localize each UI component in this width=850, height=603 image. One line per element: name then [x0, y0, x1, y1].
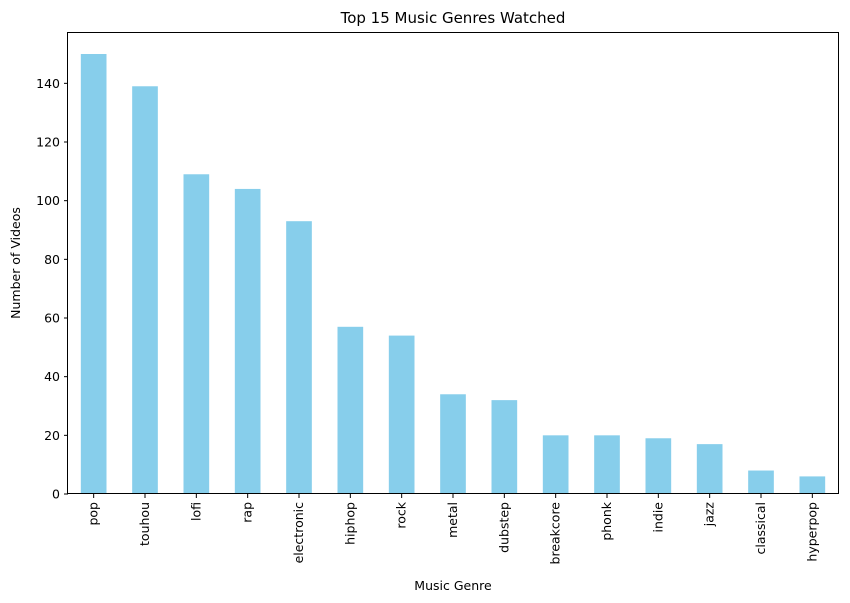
- x-tick-label: touhou: [137, 502, 152, 546]
- bar-pop: [80, 54, 107, 494]
- bar-rap: [234, 188, 261, 494]
- x-tick-label: rap: [240, 502, 255, 523]
- bar-jazz: [696, 444, 723, 494]
- x-tick-label: dubstep: [496, 502, 511, 553]
- x-tick-label: jazz: [702, 502, 717, 528]
- y-tick-label: 140: [36, 76, 60, 91]
- x-tick-label: lofi: [188, 502, 203, 521]
- x-tick-label: rock: [394, 501, 409, 528]
- chart-title: Top 15 Music Genres Watched: [340, 9, 566, 27]
- y-axis-label: Number of Videos: [8, 207, 23, 319]
- x-tick-label: indie: [650, 502, 665, 533]
- bar-dubstep: [491, 400, 518, 494]
- x-tick-label: hyperpop: [804, 502, 819, 562]
- y-axis: 0 20 40 60 80 100 120 140: [36, 76, 68, 502]
- bar-rock: [388, 335, 415, 494]
- bar-lofi: [183, 174, 210, 494]
- y-tick-label: 120: [36, 135, 60, 150]
- bar-breakcore: [542, 435, 569, 494]
- bar-electronic: [286, 221, 312, 494]
- x-tick-label: pop: [86, 502, 101, 526]
- y-tick-label: 100: [36, 193, 60, 208]
- bar-hiphop: [337, 326, 364, 494]
- y-tick-label: 20: [44, 428, 60, 443]
- x-tick-label: phonk: [599, 501, 614, 540]
- y-tick-label: 60: [44, 311, 60, 326]
- y-tick-label: 0: [52, 487, 60, 502]
- x-axis: pop touhou lofi rap electronic hiphop rock meta…: [86, 494, 819, 565]
- bar-touhou: [132, 86, 158, 495]
- bar-indie: [645, 438, 672, 494]
- bar-phonk: [594, 435, 620, 494]
- bars-group: [80, 54, 826, 495]
- x-tick-label: hiphop: [342, 502, 357, 545]
- y-tick-label: 40: [44, 369, 60, 384]
- bar-classical: [748, 470, 774, 494]
- x-tick-label: breakcore: [548, 502, 563, 565]
- y-tick-label: 80: [44, 252, 60, 267]
- bar-metal: [440, 394, 466, 494]
- bar-hyperpop: [799, 476, 826, 494]
- x-tick-label: electronic: [291, 502, 306, 564]
- plot-frame: [67, 32, 839, 494]
- x-tick-label: classical: [753, 502, 768, 555]
- x-axis-label: Music Genre: [414, 578, 492, 593]
- x-tick-label: metal: [445, 502, 460, 538]
